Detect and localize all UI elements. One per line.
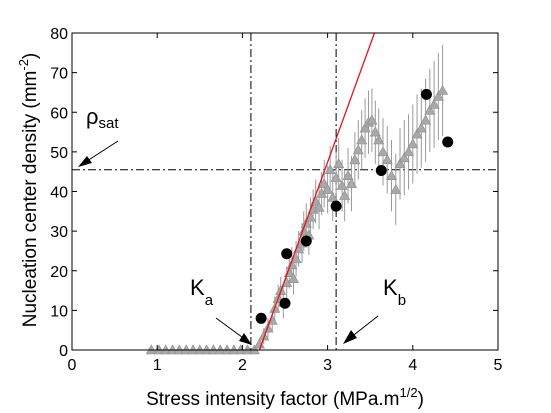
triangle-point [390, 183, 402, 194]
y-axis-label: Nucleation center density (mm-2) [16, 53, 41, 328]
circle-point [420, 88, 432, 100]
circle-point [255, 312, 267, 324]
ka-arrowhead [239, 333, 252, 345]
y-tick-label: 40 [50, 185, 68, 202]
circle-point [375, 164, 387, 176]
triangle-point [415, 122, 427, 133]
triangle-point [349, 154, 361, 165]
triangle-point [288, 273, 300, 283]
triangle-point [333, 158, 345, 169]
triangle-series [145, 84, 449, 355]
triangle-point [298, 225, 310, 236]
x-tick-label: 2 [238, 357, 247, 374]
triangle-point [352, 144, 364, 155]
triangle-point [313, 201, 325, 212]
triangle-point [339, 189, 351, 200]
triangle-point [407, 138, 419, 149]
triangle-point [345, 177, 357, 188]
kb-label: Kb [383, 275, 406, 309]
ka-label: Ka [190, 275, 214, 309]
triangle-point [336, 179, 348, 190]
rho-sat-arrowhead [78, 156, 92, 167]
y-tick-label: 50 [50, 145, 68, 162]
triangle-point [381, 154, 393, 165]
triangle-point [411, 128, 423, 139]
fit-line [258, 32, 376, 351]
triangle-point [420, 114, 432, 125]
triangle-point [359, 122, 371, 133]
ka-arrow [215, 317, 247, 341]
triangle-point [403, 146, 415, 157]
x-tick-label: 4 [408, 357, 417, 374]
y-tick-label: 80 [50, 26, 68, 43]
x-axis-label: Stress intensity factor (MPa.m1/2) [146, 385, 424, 410]
circle-point [330, 200, 342, 212]
fit-line-group [258, 32, 376, 351]
y-tick-label: 0 [59, 343, 68, 360]
triangle-point [385, 170, 398, 180]
kb-arrow [349, 315, 379, 339]
triangle-point [398, 152, 410, 163]
circle-series [255, 88, 454, 324]
triangle-point [377, 146, 389, 157]
circle-point [279, 297, 291, 309]
triangle-point [424, 104, 436, 115]
annotations: ρsat Ka Kb [78, 104, 406, 345]
triangle-point [356, 134, 368, 145]
triangle-point [330, 172, 342, 182]
triangle-point [324, 164, 336, 175]
triangle-point [428, 98, 440, 109]
kb-arrowhead [343, 330, 357, 344]
triangle-point [322, 183, 334, 194]
circle-point [281, 248, 293, 260]
reference-lines [72, 33, 498, 350]
circle-point [300, 235, 312, 247]
triangle-point [437, 84, 449, 95]
y-tick-label: 20 [50, 264, 68, 281]
triangle-point [369, 126, 381, 137]
y-tick-label: 60 [50, 105, 68, 122]
y-tick-label: 30 [50, 224, 68, 241]
triangle-point [394, 158, 406, 169]
triangle-point [373, 134, 385, 145]
x-tick-label: 5 [494, 357, 503, 374]
x-tick-label: 3 [323, 357, 332, 374]
x-tick-label: 1 [153, 357, 162, 374]
triangle-point [366, 114, 378, 125]
circle-point [442, 136, 454, 148]
rho-sat-arrow [83, 140, 119, 164]
triangle-point [432, 90, 444, 101]
x-tick-label: 0 [68, 357, 77, 374]
triangle-point [318, 177, 330, 188]
y-tick-label: 10 [50, 303, 68, 320]
triangle-point [290, 253, 302, 264]
triangle-point [342, 170, 354, 180]
rho-sat-label: ρsat [86, 104, 119, 132]
y-tick-label: 70 [50, 66, 68, 83]
triangle-point [327, 191, 339, 202]
